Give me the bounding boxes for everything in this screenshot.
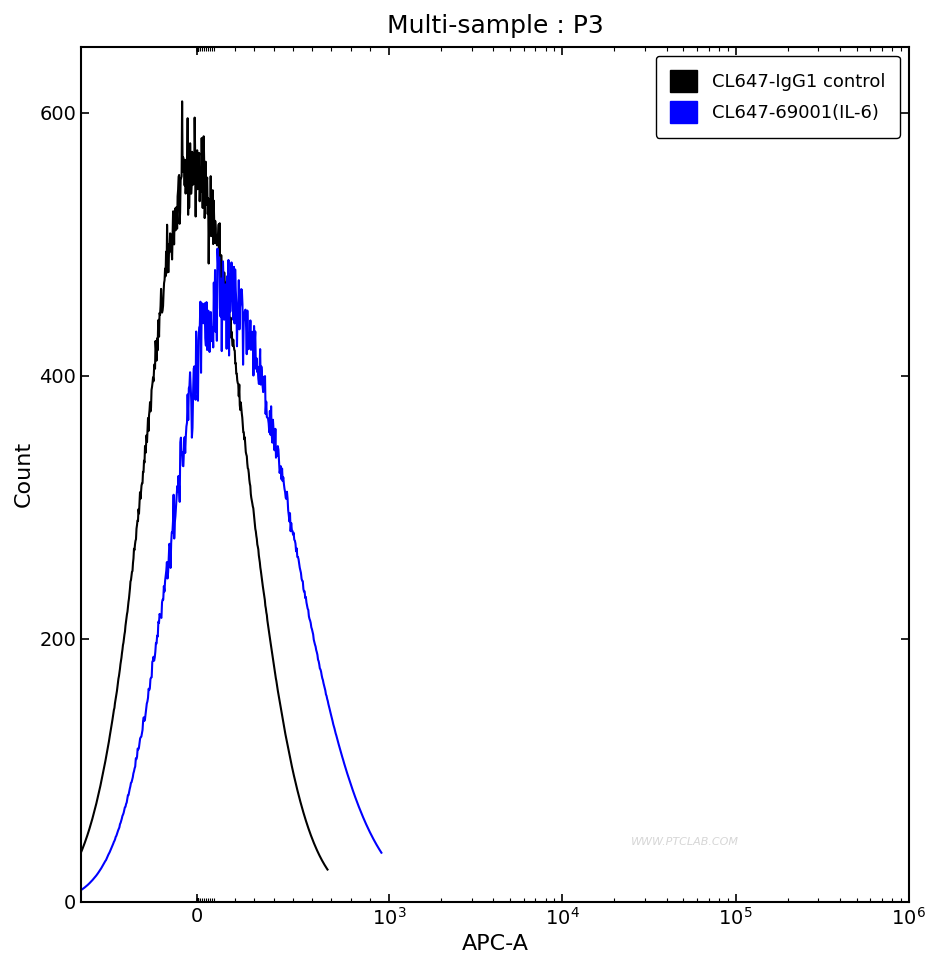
X-axis label: APC-A: APC-A <box>462 934 528 954</box>
Y-axis label: Count: Count <box>14 441 34 507</box>
Text: WWW.PTCLAB.COM: WWW.PTCLAB.COM <box>632 837 739 847</box>
Title: Multi-sample : P3: Multi-sample : P3 <box>386 14 603 38</box>
Legend: CL647-IgG1 control, CL647-69001(IL-6): CL647-IgG1 control, CL647-69001(IL-6) <box>656 56 900 137</box>
